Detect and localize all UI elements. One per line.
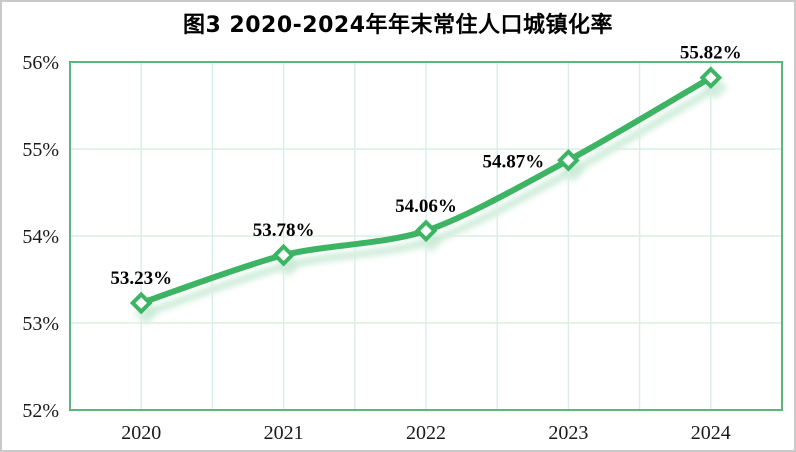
y-axis-tick-label: 54% xyxy=(22,226,59,248)
x-axis-tick-label: 2021 xyxy=(264,422,304,444)
data-point-marker xyxy=(699,66,723,89)
data-point-label: 53.23% xyxy=(110,268,172,289)
data-point-label: 53.78% xyxy=(253,220,315,241)
x-axis-tick-label: 2022 xyxy=(406,422,446,444)
line-shadow xyxy=(134,76,728,325)
data-point-label: 54.06% xyxy=(395,196,457,217)
y-axis-tick-label: 56% xyxy=(22,52,59,74)
x-axis-tick-label: 2020 xyxy=(121,422,161,444)
data-point-marker xyxy=(414,219,438,243)
chart-title: 图3 2020-2024年年末常住人口城镇化率 xyxy=(182,13,614,38)
y-axis-tick-label: 53% xyxy=(22,313,59,335)
x-axis-tick-label: 2023 xyxy=(548,422,588,444)
y-axis-tick-label: 52% xyxy=(22,400,59,422)
x-axis-tick-label: 2024 xyxy=(691,422,731,444)
data-point-label: 54.87% xyxy=(483,151,545,172)
data-point-marker xyxy=(272,243,295,267)
data-point-marker xyxy=(557,148,580,172)
y-axis-tick-label: 55% xyxy=(22,139,59,161)
data-point-label: 55.82% xyxy=(680,43,742,64)
data-point-marker xyxy=(129,291,153,315)
plot-border xyxy=(69,61,783,411)
